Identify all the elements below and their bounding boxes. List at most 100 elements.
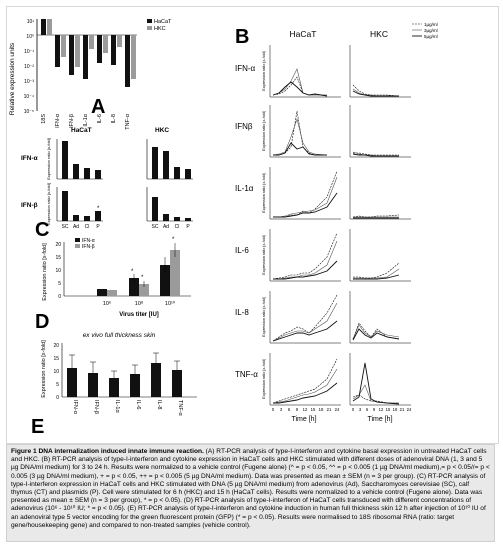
xtick: IL-1α — [114, 400, 120, 413]
xtick: Cl — [85, 224, 90, 230]
xtick: SC — [62, 224, 69, 230]
xlabel: Time [h] — [291, 416, 316, 423]
ylabel: Expression ratio [x-fold] — [262, 235, 266, 275]
ytick: 10⁻² — [24, 64, 34, 70]
bar — [67, 368, 77, 397]
legend-label: HKC — [154, 26, 166, 32]
error-bars — [133, 243, 176, 287]
ytick: 20 — [53, 343, 59, 349]
xtick: 9 — [373, 407, 376, 412]
row-label: IFNβ — [235, 122, 253, 131]
row-label: IFN-β — [21, 202, 38, 209]
legend-label: 5µg/ml — [424, 34, 438, 39]
panel-letter-e: E — [31, 416, 44, 438]
panel-c-headers: HaCaT HKC — [71, 127, 169, 134]
ytick: 10⁻⁴ — [24, 94, 34, 100]
row-label: IFN-α — [235, 64, 256, 73]
xtick: 10¹⁰ — [165, 300, 176, 307]
bar — [174, 167, 180, 179]
figure: Relative expression units 10¹ 10⁰ 10⁻¹ 1… — [6, 6, 499, 444]
xtick: 12 — [379, 407, 384, 412]
xtick: 15 — [386, 407, 391, 412]
legend-swatch — [147, 26, 152, 30]
ylabel: Expression ratio [x-fold] — [262, 297, 266, 337]
bar — [83, 35, 88, 79]
figure-svg: Relative expression units 10¹ 10⁰ 10⁻¹ 1… — [9, 19, 438, 438]
xtick: 21 — [400, 407, 405, 412]
bar — [131, 35, 136, 79]
legend-label: 1µg/ml — [424, 22, 438, 27]
panel-letter-d: D — [35, 311, 49, 333]
col-header: HaCaT — [71, 127, 92, 134]
bar — [61, 35, 66, 57]
panel-e-xlabels: IFN-α IFN-β IL-1α IL-6 IL-8 TNF-α — [72, 400, 183, 417]
caption-title: Figure 1 DNA internalization induced inn… — [11, 448, 204, 455]
row-label: IL-1α — [235, 184, 254, 193]
bar — [185, 218, 191, 221]
ylabel: Expression ratio [x-fold] — [262, 51, 266, 91]
row-label: TNF-α — [235, 370, 258, 379]
legend-swatch — [75, 244, 80, 248]
bar — [55, 35, 60, 67]
panel-c: HaCaT HKC IFN-α IFN-β Expression ratio [… — [21, 127, 193, 241]
row-label: IFN-α — [21, 155, 38, 162]
xtick: 24 — [407, 407, 412, 412]
xtick: 3 — [359, 407, 362, 412]
significance-star: * — [141, 275, 144, 281]
xtick: TNF-α — [177, 400, 183, 417]
xtick: 3 — [280, 407, 283, 412]
ytick: 10⁻³ — [24, 79, 34, 85]
bar — [160, 265, 170, 296]
xtick: IL-8 — [156, 400, 162, 409]
bar — [130, 374, 140, 397]
xtick: TNF-α — [125, 113, 131, 130]
bar — [62, 191, 68, 221]
bar — [152, 147, 158, 179]
significance-star: * — [131, 269, 134, 275]
legend-label: IFN-β — [82, 244, 95, 250]
bar — [47, 19, 52, 35]
panel-d-yticks: 20 15 10 5 0 — [55, 242, 61, 300]
bar — [151, 363, 161, 397]
xtick: 0 — [272, 407, 275, 412]
xtick: IFN-β — [69, 114, 75, 128]
panel-b-xticks-hacat: 0 3 6 9 12 15 18 21 24 — [272, 407, 340, 412]
bar — [69, 35, 74, 75]
bar — [170, 250, 180, 296]
bar — [95, 170, 101, 179]
col-header: HaCaT — [290, 29, 317, 39]
xtick: Ad — [163, 224, 169, 230]
ytick: 10⁻¹ — [24, 49, 34, 55]
xtick: IFN-β — [93, 400, 99, 414]
xtick: 9 — [296, 407, 299, 412]
panel-b-legend: 1µg/ml 3µg/ml 5µg/ml — [412, 22, 438, 39]
panel-a-ylabel: Relative expression units — [9, 42, 16, 115]
bar — [129, 278, 139, 296]
bar — [97, 35, 102, 63]
col-header: HKC — [155, 127, 169, 134]
xtick: Cl — [175, 224, 180, 230]
bar — [139, 284, 149, 296]
error-bars — [69, 352, 180, 378]
bar — [73, 164, 79, 179]
xtick: 18S — [41, 114, 47, 124]
bar — [185, 169, 191, 179]
panel-a: Relative expression units 10¹ 10⁰ 10⁻¹ 1… — [9, 19, 172, 130]
ytick: 10⁰ — [26, 34, 34, 40]
bar — [117, 35, 122, 47]
ytick: 5 — [56, 382, 59, 388]
ylabel: Expression ratio [x-fold] — [46, 183, 51, 225]
xtick: 21 — [327, 407, 332, 412]
xtick: P — [186, 224, 190, 230]
xtick: 6 — [366, 407, 369, 412]
ytick: 0 — [56, 395, 59, 401]
bar — [172, 370, 182, 397]
xtick: 18 — [393, 407, 398, 412]
xtick: IL-6 — [135, 400, 141, 409]
xtick: IL-8 — [111, 114, 117, 123]
xlabel: Virus titer [IU] — [119, 312, 159, 318]
panel-a-xlabels: 18S IFN-α IFN-β IL-1α IL-6 IL-8 TNF-α — [41, 113, 131, 130]
xtick: IFN-α — [72, 400, 78, 415]
figure-caption: Figure 1 DNA internalization induced inn… — [6, 444, 495, 542]
legend-swatch — [75, 238, 80, 242]
